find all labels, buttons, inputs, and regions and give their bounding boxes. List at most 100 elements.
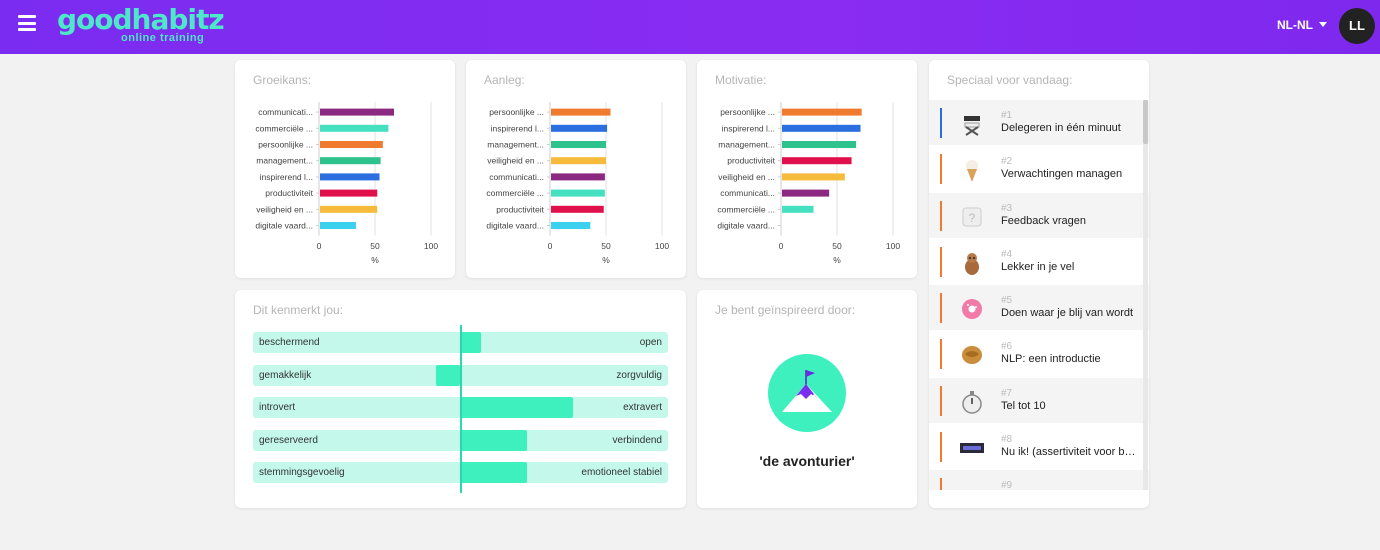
card-title: Motivatie: [715, 73, 767, 87]
accent-bar [940, 432, 942, 463]
bar[interactable] [782, 124, 861, 132]
scrollbar[interactable] [1143, 100, 1148, 490]
course-rank: #1 [1001, 110, 1013, 121]
aptitude-chart: persoonlijke ... inspirerend l... manageme… [486, 102, 669, 265]
bar[interactable] [320, 124, 389, 132]
user-avatar[interactable]: LL [1339, 8, 1375, 44]
trait-fill [460, 397, 573, 418]
motivation-chart-card: Motivatie: persoonlijke ... inspirerend l… [697, 60, 917, 278]
directors-chair-icon [959, 111, 985, 137]
bar[interactable] [551, 141, 606, 148]
category-label: inspirerend l... [491, 123, 544, 133]
course-item[interactable]: #8 Nu ik! (assertiviteit voor be... [929, 424, 1149, 471]
bar[interactable] [782, 157, 852, 165]
category-label: management... [718, 140, 775, 150]
trait-fill [460, 430, 527, 451]
course-rank: #2 [1001, 156, 1013, 168]
category-label: veiligheid en ... [487, 156, 544, 166]
bar[interactable] [782, 205, 814, 213]
course-rank: #9 [1001, 480, 1013, 490]
bar[interactable] [551, 189, 605, 197]
bar[interactable] [551, 157, 606, 165]
card-title: Speciaal voor vandaag: [947, 73, 1073, 87]
category-label: inspirerend l... [260, 172, 313, 182]
top-bar: goodhabitz online training NL-NL LL [0, 0, 1380, 54]
x-tick-label: 100 [655, 241, 669, 251]
bar[interactable] [320, 157, 381, 165]
course-item[interactable]: #4 Lekker in je vel [929, 239, 1149, 286]
course-title: Delegeren in één minuut [1001, 122, 1121, 134]
donut-icon [959, 296, 985, 322]
category-label: persoonlijke ... [720, 107, 775, 117]
x-tick-label: 0 [548, 241, 553, 251]
category-label: communicati... [258, 107, 313, 117]
bar[interactable] [551, 173, 605, 181]
trait-right-label: zorgvuldig [616, 370, 662, 381]
center-line [460, 325, 462, 493]
course-title: NLP: een introductie [1001, 353, 1101, 366]
accent-bar [940, 385, 942, 416]
category-label: communicati... [720, 188, 775, 198]
dog-icon [959, 250, 985, 276]
category-label: productiviteit [265, 188, 313, 198]
course-item[interactable]: #5 Doen waar je blij van wordt [929, 285, 1149, 332]
card-title: Groeikans: [253, 73, 312, 87]
bar[interactable] [320, 189, 378, 197]
trait-left-label: beschermend [259, 337, 320, 348]
bar[interactable] [782, 189, 830, 197]
x-tick-label: 50 [601, 241, 611, 251]
bar[interactable] [320, 108, 395, 116]
x-tick-label: 50 [370, 241, 380, 251]
bar[interactable] [551, 108, 611, 116]
course-item[interactable]: #1 Delegeren in één minuut [929, 100, 1149, 147]
course-item[interactable]: #2 Verwachtingen managen [929, 146, 1149, 193]
category-label: communicati... [489, 172, 544, 182]
course-item[interactable]: #6 NLP: een introductie [929, 331, 1149, 378]
caret-down-icon [1319, 22, 1327, 27]
course-rank: #4 [1001, 248, 1013, 260]
course-rank: #6 [1001, 341, 1013, 353]
trait-fill [460, 462, 527, 483]
category-label: management... [256, 156, 313, 166]
category-label: persoonlijke ... [489, 107, 544, 117]
logo[interactable]: goodhabitz online training [57, 5, 225, 45]
category-label: digitale vaard... [717, 221, 775, 231]
trait-right-label: emotioneel stabiel [581, 467, 662, 478]
bar[interactable] [551, 124, 608, 132]
course-item[interactable]: #9 [929, 470, 1149, 490]
course-item[interactable]: #7 Tel tot 10 [929, 377, 1149, 425]
category-label: veiligheid en ... [256, 204, 313, 214]
bar[interactable] [782, 141, 857, 148]
bar[interactable] [551, 205, 604, 213]
course-title: Tel tot 10 [1001, 399, 1046, 412]
growth-chart-card: Groeikans: communicati... commerciële ...… [235, 60, 455, 278]
bar[interactable] [782, 173, 845, 181]
category-label: productiviteit [727, 156, 775, 166]
bar[interactable] [320, 222, 356, 229]
trait-fill [460, 332, 482, 353]
bar[interactable] [320, 205, 378, 213]
trait-left-label: gereserveerd [259, 435, 318, 446]
x-tick-label: 0 [317, 241, 322, 251]
x-axis-label: % [371, 255, 379, 265]
course-item[interactable]: ? #3 Feedback vragen [929, 192, 1149, 239]
course-rank: #7 [1001, 387, 1013, 399]
category-label: veiligheid en ... [718, 172, 775, 182]
scrollbar-thumb[interactable] [1143, 100, 1148, 144]
x-tick-label: 100 [886, 241, 900, 251]
special-list[interactable]: #1 Delegeren in één minuut #2 Verwachtingen… [929, 100, 1149, 490]
menu-icon[interactable] [18, 15, 36, 31]
question-cube-icon: ? [959, 204, 985, 230]
language-selector[interactable]: NL-NL [1277, 18, 1327, 32]
bar[interactable] [320, 173, 380, 181]
category-label: digitale vaard... [486, 221, 544, 231]
language-label: NL-NL [1277, 18, 1313, 32]
bar[interactable] [782, 108, 862, 116]
trait-right-label: open [639, 337, 662, 348]
walnut-icon [959, 342, 985, 368]
bar[interactable] [320, 141, 383, 148]
name-badge-icon [959, 435, 985, 461]
bar[interactable] [551, 222, 591, 229]
inspiration-card: Je bent geïnspireerd door: 'de avonturie… [697, 290, 917, 508]
course-rank: #3 [1001, 202, 1013, 214]
